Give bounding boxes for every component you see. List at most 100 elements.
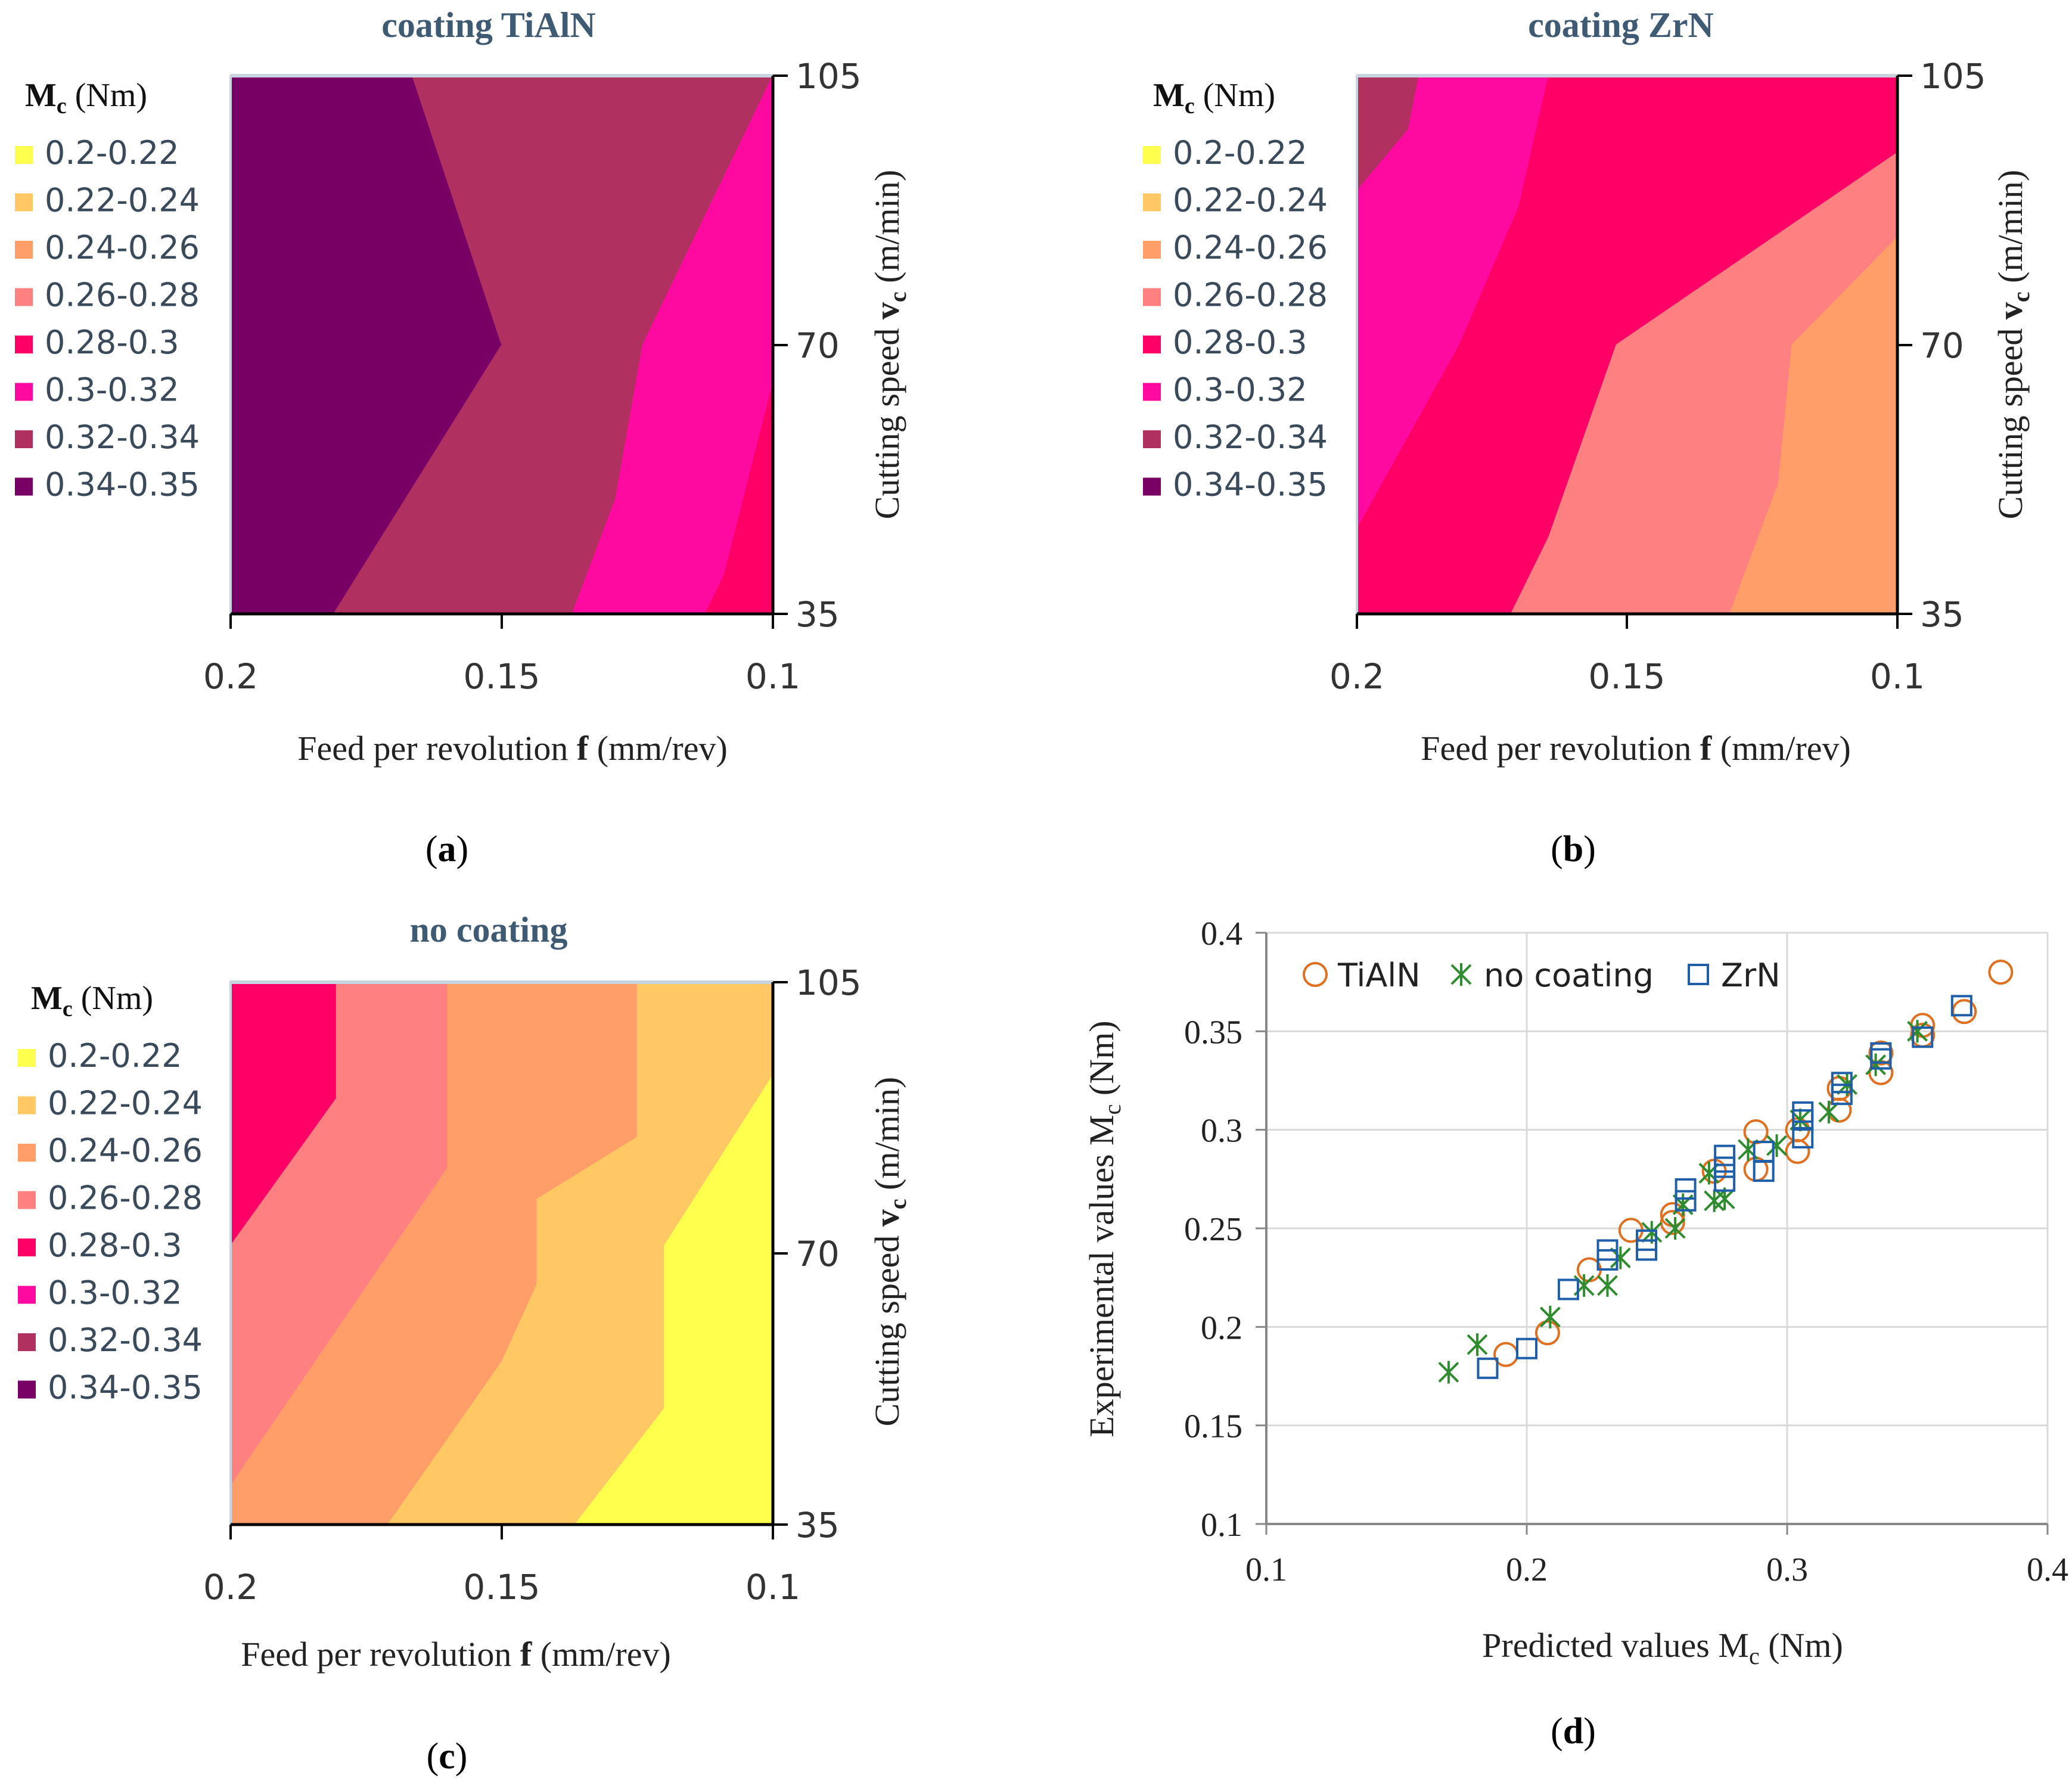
x-tick-label: 0.1 [745, 656, 800, 697]
y-tick-label: 35 [1920, 594, 1964, 635]
contour-panel-zrn: coating ZrN Mc (Nm) 0.2-0.220.22-0.240.2… [1143, 5, 2034, 870]
y-tick-label: 105 [796, 56, 862, 97]
legend-label: 0.34-0.35 [1173, 466, 1328, 504]
data-point-circle [1868, 1040, 1894, 1066]
legend-swatch [15, 193, 33, 212]
legend-title: Mc (Nm) [31, 980, 153, 1022]
data-point-square [1596, 1239, 1619, 1261]
axes: 0.2 0.15 0.1 105 70 35 Feed per revoluti… [203, 56, 911, 768]
data-point-asterisk [1664, 1217, 1686, 1240]
legend-label: 0.2-0.22 [1173, 134, 1307, 172]
x-axis-label: Predicted values Mc (Nm) [1482, 1626, 1843, 1669]
legend-swatch [1143, 146, 1161, 164]
y-tick-label: 0.15 [1184, 1408, 1242, 1445]
x-tick-label: 0.4 [2027, 1551, 2068, 1588]
legend-label: ZrN [1721, 957, 1781, 994]
legend-label: 0.3-0.32 [1173, 371, 1307, 409]
legend-swatch [18, 1286, 36, 1304]
data-point-asterisk [1438, 1361, 1459, 1384]
x-tick-label: 0.2 [203, 656, 258, 697]
data-point-square [1912, 1026, 1934, 1048]
legend-swatch [15, 241, 33, 259]
legend-label: 0.28-0.3 [48, 1227, 182, 1264]
data-point-asterisk [1907, 1020, 1928, 1043]
x-tick-label: 0.2 [1506, 1551, 1548, 1588]
legend-swatch [1143, 193, 1161, 212]
data-point-asterisk [1610, 1246, 1631, 1269]
y-tick-label: 0.35 [1184, 1014, 1242, 1051]
data-point-square [1714, 1156, 1736, 1178]
data-point-asterisk [1539, 1305, 1561, 1328]
legend-swatch [1143, 477, 1161, 496]
legend-swatch [18, 1049, 36, 1067]
x-tick-label: 0.15 [1588, 656, 1665, 697]
y-tick-label: 35 [796, 1505, 840, 1545]
data-point-asterisk [1467, 1333, 1488, 1356]
y-tick-label: 35 [796, 594, 840, 635]
legend-label: 0.32-0.34 [45, 418, 200, 456]
data-point-square [1792, 1101, 1814, 1123]
legend-label: 0.24-0.26 [1173, 229, 1328, 266]
y-tick-label: 105 [796, 963, 862, 1003]
x-tick-label: 0.15 [463, 656, 540, 697]
legend-label: 0.24-0.26 [48, 1132, 203, 1169]
legend-label: no coating [1484, 957, 1654, 994]
data-point-asterisk [1704, 1189, 1725, 1212]
data-point-square [1675, 1178, 1697, 1200]
y-tick-label: 70 [796, 1234, 840, 1274]
legend-label: 0.22-0.24 [48, 1085, 203, 1122]
x-tick-label: 0.1 [1870, 656, 1925, 697]
legend-swatch [15, 288, 33, 306]
y-tick-label: 105 [1920, 56, 1986, 97]
legend-swatch [15, 477, 33, 496]
y-axis-label: Experimental values Mc (Nm) [1082, 1020, 1126, 1437]
chart-title: coating ZrN [1528, 5, 1714, 45]
y-tick-label: 0.2 [1201, 1309, 1242, 1346]
scatter-panel: 0.1 0.2 0.3 0.4 0.1 0.15 0.2 0.25 0.3 0.35 0.4 TiA… [1082, 915, 2068, 1752]
y-tick-label: 0.1 [1201, 1507, 1242, 1544]
legend-swatch [1143, 430, 1161, 448]
legend-swatch [15, 146, 33, 164]
data-point-asterisk [1766, 1134, 1787, 1157]
data-point-square [1636, 1229, 1658, 1251]
contour-panel-tialn: coating TiAlN Mc (Nm) 0.2-0.220.22-0.240… [15, 5, 911, 870]
data-point-circle [1660, 1210, 1685, 1236]
legend-swatch [15, 336, 33, 353]
legend-label: 0.3-0.32 [45, 371, 179, 409]
y-tick-label: 0.4 [1201, 915, 1242, 952]
legend-label: 0.34-0.35 [48, 1369, 203, 1407]
legend-label: 0.34-0.35 [45, 466, 200, 504]
x-tick-label: 0.1 [1245, 1551, 1287, 1588]
legend-swatch [1143, 336, 1161, 353]
data-point-square [1714, 1170, 1736, 1192]
chart-title: coating TiAlN [381, 5, 596, 45]
legend-swatch [1143, 288, 1161, 306]
legend-swatch [1143, 383, 1161, 401]
scatter-legend: TiAlN no coating ZrN [1303, 957, 1781, 994]
y-axis-label: Cutting speed vc (m/min) [868, 1077, 911, 1426]
y-axis-label: Cutting speed vc (m/min) [868, 170, 911, 519]
legend-label: 0.28-0.3 [45, 324, 179, 361]
x-axis-label: Feed per revolution f (mm/rev) [241, 1635, 671, 1674]
legend-label: TiAlN [1337, 957, 1421, 994]
x-tick-label: 0.15 [463, 1567, 540, 1607]
legend-swatch [18, 1380, 36, 1399]
legend-label: 0.26-0.28 [1173, 277, 1328, 314]
legend-label: 0.28-0.3 [1173, 324, 1307, 361]
y-tick-label: 70 [796, 325, 840, 366]
data-point-asterisk [1818, 1100, 1840, 1123]
data-point-square [1753, 1141, 1775, 1163]
legend-marker-asterisk [1450, 963, 1472, 986]
x-tick-label: 0.3 [1766, 1551, 1808, 1588]
legend-swatch [18, 1096, 36, 1115]
legend-label: 0.24-0.26 [45, 229, 200, 266]
legend-swatch [15, 383, 33, 401]
data-point-square [1831, 1084, 1853, 1106]
data-point-square [1557, 1278, 1579, 1300]
data-point-asterisk [1597, 1274, 1618, 1297]
legend-label: 0.3-0.32 [48, 1274, 182, 1312]
legend-label: 0.22-0.24 [45, 182, 200, 219]
data-point-circle [1785, 1139, 1810, 1165]
legend-swatch [18, 1144, 36, 1162]
legend-swatch [15, 430, 33, 448]
